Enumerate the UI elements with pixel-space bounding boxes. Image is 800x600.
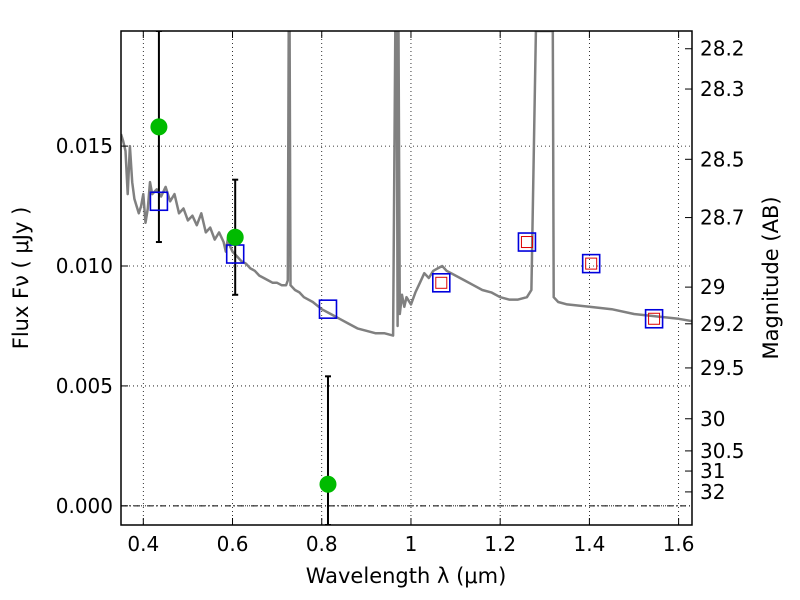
plot-frame: [120, 30, 693, 526]
x-tick-label: 1.2: [484, 532, 516, 556]
synthetic-flux-inner-square: [648, 312, 661, 325]
x-tick-label: 1.4: [573, 532, 605, 556]
observed-flux-point: [150, 118, 168, 136]
x-axis-label: Wavelength λ (μm): [306, 564, 507, 588]
x-tick-label: 1.6: [663, 532, 695, 556]
model-spectrum-line: [121, 31, 692, 337]
synthetic-flux-inner-square: [520, 236, 533, 249]
x-tick-label: 0.8: [306, 532, 338, 556]
y-tick-label: 0.000: [56, 494, 113, 518]
x-tick-label: 1: [405, 532, 418, 556]
y-axis-right-label: Magnitude (AB): [759, 196, 783, 359]
magnitude-tick-label: 31: [700, 459, 725, 483]
magnitude-tick-label: 30.5: [700, 439, 745, 463]
magnitude-tick-label: 30: [700, 407, 725, 431]
magnitude-tick-label: 29: [700, 275, 725, 299]
magnitude-tick-label: 28.2: [700, 37, 745, 61]
magnitude-tick-label: 29.5: [700, 356, 745, 380]
magnitude-tick-label: 28.5: [700, 147, 745, 171]
model-spectrum: [121, 31, 692, 337]
magnitude-tick-label: 32: [700, 480, 725, 504]
magnitude-tick-label: 28.3: [700, 77, 745, 101]
x-tick-label: 0.4: [127, 532, 159, 556]
synthetic-flux-square: [318, 299, 338, 319]
synthetic-flux-inner-square: [585, 257, 598, 270]
synthetic-flux-square: [149, 191, 169, 212]
synthetic-flux-inner-square: [435, 276, 448, 289]
axes: 0.4 0.6 0.8 1 1.2 1.4 1.6 0.000 0.005 0.010 0.015 2…: [56, 31, 745, 556]
y-tick-label: 0.015: [56, 134, 113, 158]
y-axis-label: Flux Fν ( μJy ): [9, 207, 33, 350]
observed-flux-point: [226, 228, 244, 246]
synthetic-flux-square: [431, 272, 451, 293]
data-markers: [149, 31, 664, 525]
magnitude-tick-label: 29.2: [700, 312, 745, 336]
y-tick-label: 0.005: [56, 374, 113, 398]
synthetic-flux-square: [581, 253, 601, 274]
synthetic-flux-square: [517, 232, 537, 252]
synthetic-flux-square: [644, 308, 664, 329]
y-tick-label: 0.010: [56, 254, 113, 278]
x-tick-label: 0.6: [217, 532, 249, 556]
observed-flux-point: [319, 475, 337, 493]
magnitude-tick-label: 28.7: [700, 206, 745, 230]
